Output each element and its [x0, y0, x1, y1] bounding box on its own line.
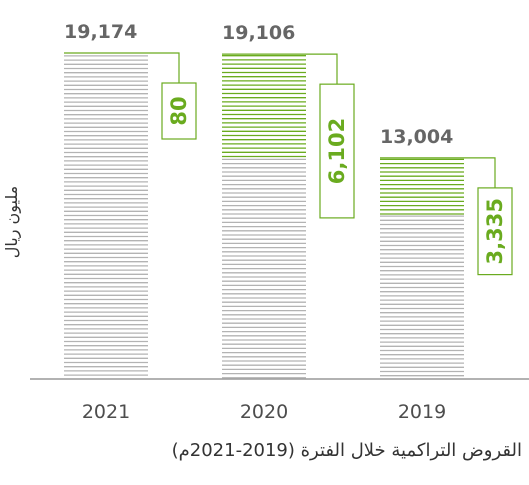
increment-value-label: 6,102	[325, 118, 349, 184]
increment-connector	[64, 52, 180, 83]
bar-total-label: 19,106	[222, 22, 295, 44]
bar-2019: 3,335 13,004 2019	[380, 126, 513, 423]
increment-box	[477, 187, 513, 276]
increment-connector	[222, 53, 338, 85]
increment-box	[161, 82, 197, 140]
increment-value-label: 80	[167, 96, 191, 125]
y-axis-unit-label: مليون ريال	[2, 186, 22, 258]
chart-caption: القروض التراكمية خلال الفترة (2019-2021م…	[171, 440, 522, 461]
bar-total-label: 19,174	[64, 21, 137, 43]
x-tick-label: 2019	[398, 401, 446, 423]
increment-connector	[380, 157, 496, 188]
bar-2021: 80 19,174 2021	[64, 21, 197, 423]
bar-2020: 6,102 19,106 2020	[222, 22, 355, 423]
increment-value-label: 3,335	[483, 198, 507, 264]
increment-box	[319, 83, 355, 219]
x-tick-label: 2021	[82, 401, 130, 423]
bar-total-label: 13,004	[380, 126, 453, 148]
x-tick-label: 2020	[240, 401, 288, 423]
